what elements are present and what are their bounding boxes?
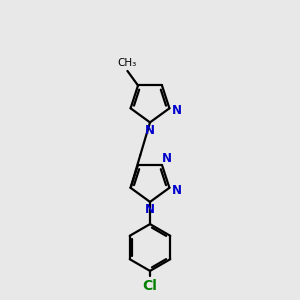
Text: N: N bbox=[162, 152, 172, 165]
Text: N: N bbox=[145, 124, 155, 137]
Text: N: N bbox=[172, 104, 182, 117]
Text: N: N bbox=[172, 184, 182, 197]
Text: CH₃: CH₃ bbox=[118, 58, 137, 68]
Text: N: N bbox=[145, 203, 155, 216]
Text: Cl: Cl bbox=[142, 279, 158, 292]
